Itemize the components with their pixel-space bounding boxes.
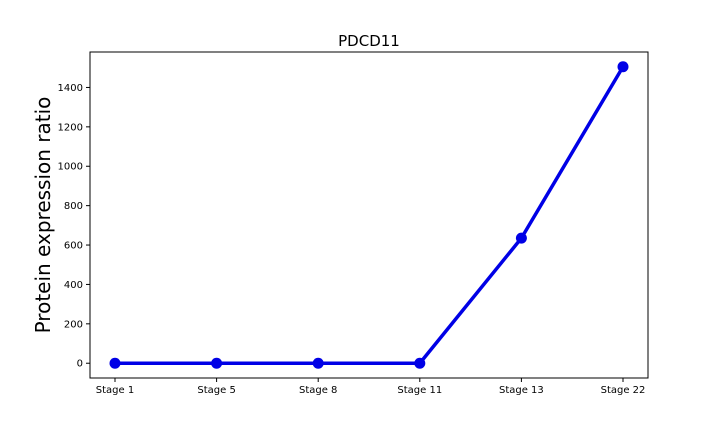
x-tick-label: Stage 22 [601,385,646,396]
data-point [414,357,426,369]
y-tick-label: 0 [77,359,83,370]
y-axis: 0 200 400 600 800 1000 1200 1400 [58,83,90,370]
x-tick-label: Stage 13 [499,385,544,396]
x-tick-label: Stage 5 [197,385,235,396]
x-tick-label: Stage 8 [299,385,337,396]
data-point [617,61,629,73]
y-tick-label: 600 [64,241,83,252]
y-tick-label: 200 [64,319,83,330]
y-tick-label: 1000 [58,162,83,173]
x-axis: Stage 1 Stage 5 Stage 8 Stage 11 Stage 13 Sta… [96,378,646,396]
chart-title: PDCD11 [338,32,400,50]
x-tick-label: Stage 1 [96,385,134,396]
y-tick-label: 800 [64,201,83,212]
plot-area-frame [89,51,649,379]
y-tick-label: 400 [64,280,83,291]
data-point [109,357,121,369]
data-point [515,232,527,244]
series-layer [109,61,629,369]
y-tick-label: 1400 [58,83,83,94]
series-line [115,65,625,365]
x-tick-label: Stage 11 [397,385,442,396]
data-point [312,357,324,369]
y-tick-label: 1200 [58,122,83,133]
data-point [211,357,223,369]
y-axis-label: Protein expression ratio [31,97,55,334]
